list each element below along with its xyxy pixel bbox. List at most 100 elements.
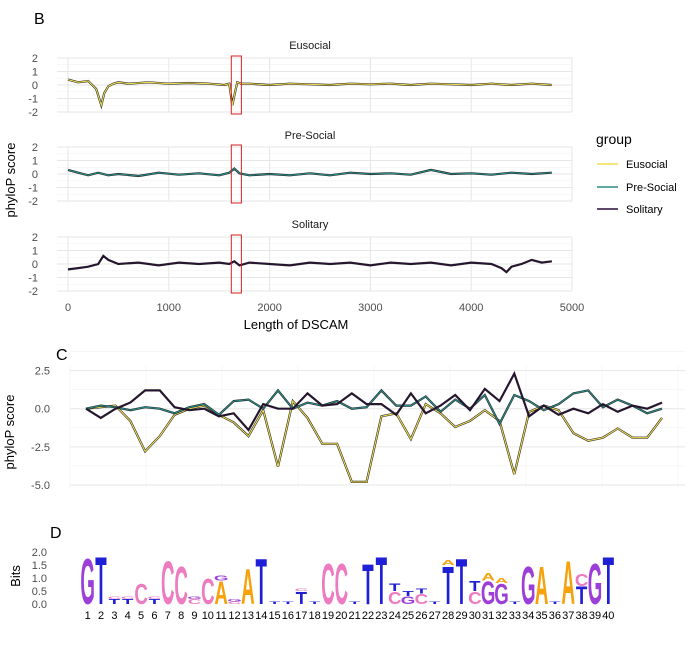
logo-letter-c: C [335, 553, 349, 618]
y-tick-label: 2.0 [32, 547, 47, 559]
x-tick-label: 2000 [257, 302, 281, 314]
y-tick-label: 1 [32, 246, 38, 258]
y-tick-label: 2 [32, 53, 38, 65]
position-label: 17 [295, 610, 307, 622]
position-label: 1 [85, 610, 91, 622]
logo-letter-t: T [349, 601, 362, 605]
position-label: 32 [495, 610, 507, 622]
y-tick-label: -1 [28, 94, 38, 106]
logo-letter-c: C [161, 549, 175, 618]
highlight-box [230, 144, 242, 204]
facet-pre-social: 2 10 -1-2 [28, 142, 573, 208]
y-tick-label: 0.0 [32, 599, 47, 611]
position-label: 23 [375, 610, 387, 622]
position-label: 10 [202, 610, 214, 622]
position-label: 5 [138, 610, 144, 622]
series-line-solitary [67, 255, 552, 273]
position-label: 30 [469, 610, 481, 622]
position-label: 20 [335, 610, 347, 622]
logo-letter-a: A [241, 560, 254, 616]
logo-letter-c: C [201, 573, 214, 613]
position-label: 39 [589, 610, 601, 622]
logo-letter-t: T [309, 601, 322, 605]
logo-letter-g: G [494, 579, 509, 611]
series-line-eusocial-shadow [67, 78, 552, 110]
logo-letter-t: T [576, 581, 588, 609]
position-label: 7 [165, 610, 171, 622]
highlight-box [230, 55, 242, 115]
y-tick-label: -1 [28, 183, 38, 195]
position-label: 37 [562, 610, 574, 622]
position-label: 38 [576, 610, 588, 622]
logo-letter-t: T [442, 556, 454, 616]
y-tick-label: -1 [28, 273, 38, 285]
logo-letter-t: T [416, 588, 428, 596]
y-tick-label: 0.5 [32, 586, 47, 598]
panel-label-b: B [34, 11, 45, 28]
logo-letter-t: T [603, 543, 614, 619]
position-label: 3 [111, 610, 117, 622]
logo-letter-t: T [122, 598, 134, 606]
logo-letter-g: G [588, 553, 603, 618]
logo-letter-g: G [80, 547, 95, 619]
y-tick-label: 0 [32, 259, 38, 271]
position-label: 4 [125, 610, 131, 622]
y-tick-label: 0.0 [35, 404, 50, 416]
logo-letter-a: A [495, 577, 509, 585]
y-tick-label: -2 [28, 286, 38, 298]
panel-d-y-axis-title: Bits [8, 565, 23, 587]
y-tick-label: 1.0 [32, 573, 47, 585]
x-tick-label: 5000 [560, 302, 584, 314]
logo-letter-t: T [109, 598, 121, 606]
logo-letter-t: T [149, 598, 161, 606]
logo-letter-t: T [429, 601, 442, 605]
x-tick-label: 4000 [459, 302, 483, 314]
logo-letter-c: C [188, 598, 202, 606]
position-label: 22 [362, 610, 374, 622]
logo-letter-a: A [535, 556, 549, 616]
position-label: 25 [402, 610, 414, 622]
logo-letter-t: T [282, 601, 295, 605]
logo-letter-g: G [401, 595, 416, 607]
series-line-pre-social-shadow [67, 167, 552, 178]
y-tick-label: -2 [28, 196, 38, 208]
position-label: 8 [178, 610, 184, 622]
panel-c-y-axis-title: phyloP score [2, 395, 17, 470]
panel-label-c: C [56, 347, 68, 364]
logo-letter-c: C [295, 588, 309, 592]
position-label: 24 [389, 610, 401, 622]
logo-letter-g: G [521, 556, 536, 616]
logo-letter-t: T [509, 601, 522, 605]
legend: group Eusocial Pre-Social Solitary [596, 131, 677, 216]
y-tick-label: 2 [32, 142, 38, 154]
logo-letter-t: T [549, 601, 562, 605]
position-label: 33 [509, 610, 521, 622]
y-tick-label: 0 [32, 80, 38, 92]
logo-letter-t: T [296, 587, 307, 608]
logo-letter-c: C [108, 596, 122, 600]
logo-letter-c: C [134, 579, 147, 611]
y-tick-label: -5.0 [31, 480, 50, 492]
facet-eusocial: 2 10 -1-2 [28, 53, 573, 119]
position-label: 34 [522, 610, 534, 622]
y-tick-label: 1 [32, 67, 38, 79]
logo-letter-t: T [376, 543, 387, 619]
position-label: 21 [349, 610, 361, 622]
position-label: 29 [455, 610, 467, 622]
position-label: 16 [282, 610, 294, 622]
y-tick-label: -2.5 [31, 442, 50, 454]
panel-d-sequence-logo: Bits 2.01.51.00.50.01 2 3 4 5 6 7 8 9 10 11 12 13 14 1… [8, 543, 614, 622]
logo-letter-g: G [214, 575, 229, 583]
series-line-eusocial [85, 399, 663, 483]
position-label: 18 [309, 610, 321, 622]
y-tick-label: 2.5 [35, 366, 50, 378]
logo-letter-t: T [362, 553, 373, 618]
facet-solitary: 2 10 -1-2 [28, 232, 573, 298]
position-label: 35 [535, 610, 547, 622]
series-line-pre-social [67, 167, 552, 177]
position-label: 27 [429, 610, 441, 622]
facet-strip-solitary: Solitary [292, 219, 329, 231]
logo-letter-a: A [441, 559, 455, 567]
position-label: 9 [191, 610, 197, 622]
position-label: 40 [602, 610, 614, 622]
